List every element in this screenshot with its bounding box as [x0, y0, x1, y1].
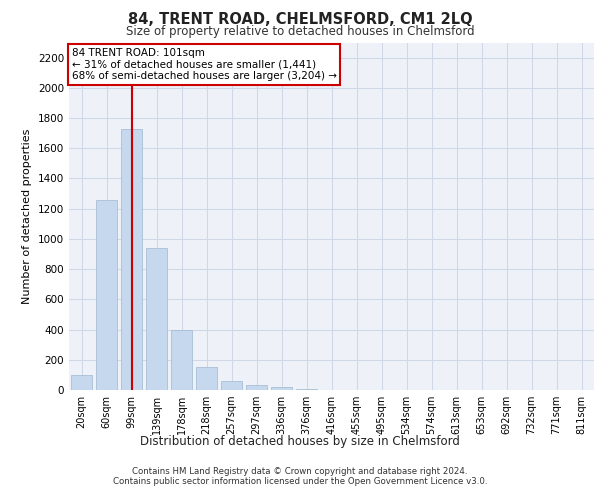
Bar [271, 387, 292, 390]
Text: Contains HM Land Registry data © Crown copyright and database right 2024.: Contains HM Land Registry data © Crown c… [132, 467, 468, 476]
Bar [171, 330, 192, 390]
Text: Distribution of detached houses by size in Chelmsford: Distribution of detached houses by size … [140, 434, 460, 448]
Bar [221, 381, 242, 390]
Bar [246, 386, 267, 390]
Y-axis label: Number of detached properties: Number of detached properties [22, 128, 32, 304]
Bar [71, 375, 92, 390]
Text: 84, TRENT ROAD, CHELMSFORD, CM1 2LQ: 84, TRENT ROAD, CHELMSFORD, CM1 2LQ [128, 12, 472, 28]
Bar [121, 128, 142, 390]
Bar [96, 200, 117, 390]
Text: 84 TRENT ROAD: 101sqm
← 31% of detached houses are smaller (1,441)
68% of semi-d: 84 TRENT ROAD: 101sqm ← 31% of detached … [71, 48, 337, 81]
Text: Contains public sector information licensed under the Open Government Licence v3: Contains public sector information licen… [113, 477, 487, 486]
Bar [296, 389, 317, 390]
Bar [146, 248, 167, 390]
Text: Size of property relative to detached houses in Chelmsford: Size of property relative to detached ho… [125, 25, 475, 38]
Bar [196, 366, 217, 390]
